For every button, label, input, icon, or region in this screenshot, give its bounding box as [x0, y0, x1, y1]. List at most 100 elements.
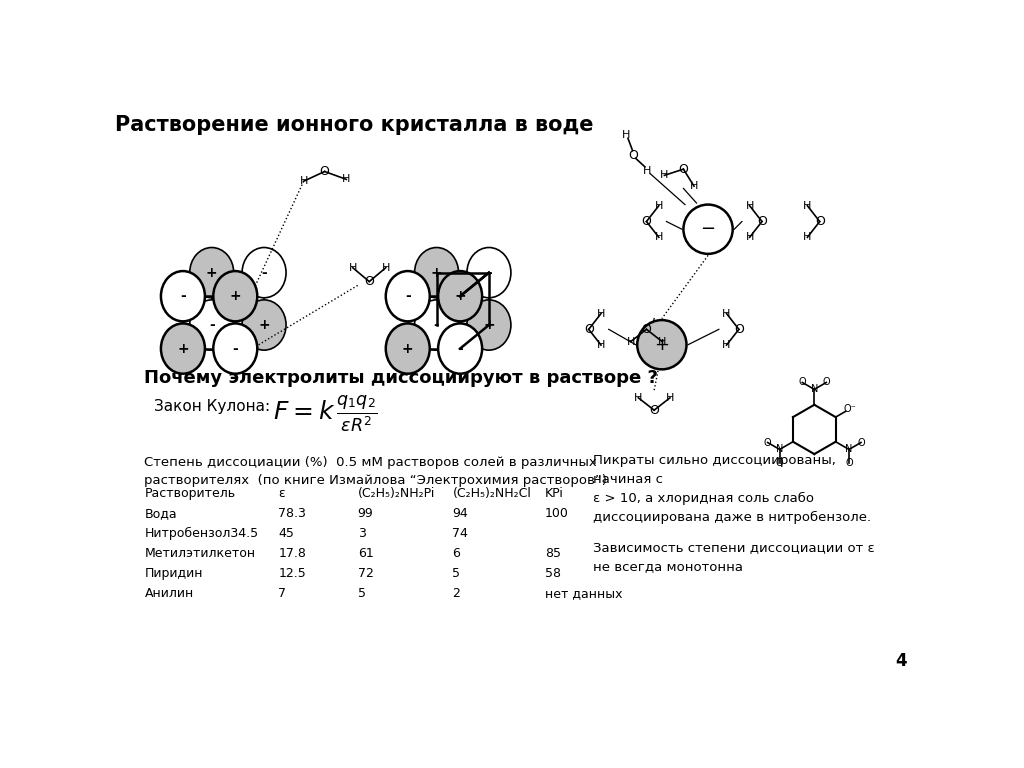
- Ellipse shape: [161, 271, 205, 321]
- Ellipse shape: [386, 271, 430, 321]
- Text: 7: 7: [279, 588, 287, 601]
- Text: H: H: [348, 263, 357, 273]
- Text: 74: 74: [453, 527, 468, 540]
- Text: -: -: [261, 266, 267, 280]
- Text: H: H: [299, 176, 308, 186]
- Text: $F = k\,\frac{q_1 q_2}{\varepsilon R^2}$: $F = k\,\frac{q_1 q_2}{\varepsilon R^2}$: [273, 394, 378, 435]
- Text: O: O: [776, 458, 783, 468]
- Text: H: H: [654, 200, 663, 210]
- Ellipse shape: [438, 271, 482, 321]
- Text: H: H: [745, 232, 754, 242]
- Text: 4: 4: [895, 652, 906, 670]
- Text: N: N: [776, 445, 783, 455]
- Text: −: −: [700, 220, 716, 238]
- Text: +: +: [177, 342, 188, 356]
- Text: Растворитель: Растворитель: [144, 487, 236, 500]
- Text: H: H: [622, 131, 630, 141]
- Text: Степень диссоциации (%)  0.5 мМ растворов солей в различных
растворителях  (по к: Степень диссоциации (%) 0.5 мМ растворов…: [144, 455, 607, 487]
- Text: H: H: [342, 174, 350, 184]
- Text: нет данных: нет данных: [545, 588, 623, 601]
- Circle shape: [683, 204, 733, 254]
- Ellipse shape: [189, 300, 233, 350]
- Text: O⁻: O⁻: [844, 404, 857, 414]
- Text: +: +: [258, 318, 270, 332]
- Text: 85: 85: [545, 548, 561, 560]
- Text: O: O: [764, 438, 771, 448]
- Text: +: +: [455, 290, 466, 303]
- Text: Закон Кулона:: Закон Кулона:: [154, 399, 269, 414]
- Ellipse shape: [189, 247, 233, 298]
- Text: 2: 2: [453, 588, 461, 601]
- Text: Метилэтилкетон: Метилэтилкетон: [144, 548, 256, 560]
- Text: ε: ε: [279, 487, 285, 500]
- Text: 72: 72: [357, 568, 374, 581]
- Text: 17.8: 17.8: [279, 548, 306, 560]
- Ellipse shape: [242, 300, 286, 350]
- Text: +: +: [402, 342, 414, 356]
- Text: H: H: [690, 181, 698, 191]
- Ellipse shape: [415, 247, 459, 298]
- Text: H: H: [654, 232, 663, 242]
- Text: H: H: [634, 393, 643, 403]
- Text: O: O: [365, 275, 374, 288]
- Ellipse shape: [242, 247, 286, 298]
- Text: H: H: [722, 340, 731, 350]
- Text: O: O: [649, 404, 659, 417]
- Text: +: +: [431, 266, 442, 280]
- Text: O: O: [799, 377, 806, 387]
- Circle shape: [637, 320, 686, 369]
- Text: 45: 45: [279, 527, 294, 540]
- Text: 3: 3: [357, 527, 366, 540]
- Text: H: H: [660, 170, 669, 180]
- Text: 100: 100: [545, 507, 568, 520]
- Text: H: H: [722, 309, 731, 319]
- Text: +: +: [229, 290, 241, 303]
- Text: O: O: [641, 323, 651, 336]
- Text: Анилин: Анилин: [144, 588, 194, 601]
- Text: 6: 6: [453, 548, 461, 560]
- Text: H: H: [745, 200, 754, 210]
- Text: 61: 61: [357, 548, 374, 560]
- Text: H: H: [658, 336, 667, 346]
- Text: -: -: [209, 318, 215, 332]
- Text: Растворение ионного кристалла в воде: Растворение ионного кристалла в воде: [115, 115, 593, 135]
- Text: H: H: [643, 166, 651, 176]
- Text: -: -: [232, 342, 239, 356]
- Ellipse shape: [467, 300, 511, 350]
- Text: H: H: [666, 393, 674, 403]
- Text: O: O: [641, 215, 651, 228]
- Text: O: O: [845, 458, 853, 468]
- Text: -: -: [458, 342, 463, 356]
- Text: Почему электролиты диссоциируют в растворе ?: Почему электролиты диссоциируют в раство…: [144, 369, 658, 387]
- Ellipse shape: [386, 323, 430, 374]
- Text: 78.3: 78.3: [279, 507, 306, 520]
- Text: +: +: [206, 266, 217, 280]
- Text: 12.5: 12.5: [279, 568, 306, 581]
- Text: H: H: [382, 263, 390, 273]
- Text: O: O: [815, 215, 824, 228]
- Text: (C₂H₅)₂NH₂Pi: (C₂H₅)₂NH₂Pi: [357, 487, 435, 500]
- Text: 5: 5: [357, 588, 366, 601]
- Text: O: O: [584, 323, 594, 336]
- Text: Нитробензол34.5: Нитробензол34.5: [144, 527, 258, 541]
- Text: +: +: [654, 336, 670, 354]
- Text: -: -: [486, 266, 492, 280]
- Text: KPi: KPi: [545, 487, 563, 500]
- Text: O: O: [857, 438, 865, 448]
- Text: O: O: [822, 377, 830, 387]
- Text: (C₂H₅)₂NH₂Cl: (C₂H₅)₂NH₂Cl: [453, 487, 531, 500]
- Text: -: -: [180, 290, 185, 303]
- Text: O: O: [757, 215, 767, 228]
- Text: H: H: [803, 200, 812, 210]
- Text: -: -: [434, 318, 439, 332]
- Text: 94: 94: [453, 507, 468, 520]
- Text: Пикраты сильно диссоциированы,
начиная с
ε > 10, а хлоридная соль слабо
диссоции: Пикраты сильно диссоциированы, начиная с…: [593, 454, 870, 525]
- Ellipse shape: [213, 323, 257, 374]
- Text: +: +: [483, 318, 495, 332]
- Text: -: -: [404, 290, 411, 303]
- Ellipse shape: [161, 323, 205, 374]
- Ellipse shape: [213, 271, 257, 321]
- Ellipse shape: [438, 323, 482, 374]
- Text: O: O: [319, 165, 330, 178]
- Text: H: H: [627, 336, 635, 346]
